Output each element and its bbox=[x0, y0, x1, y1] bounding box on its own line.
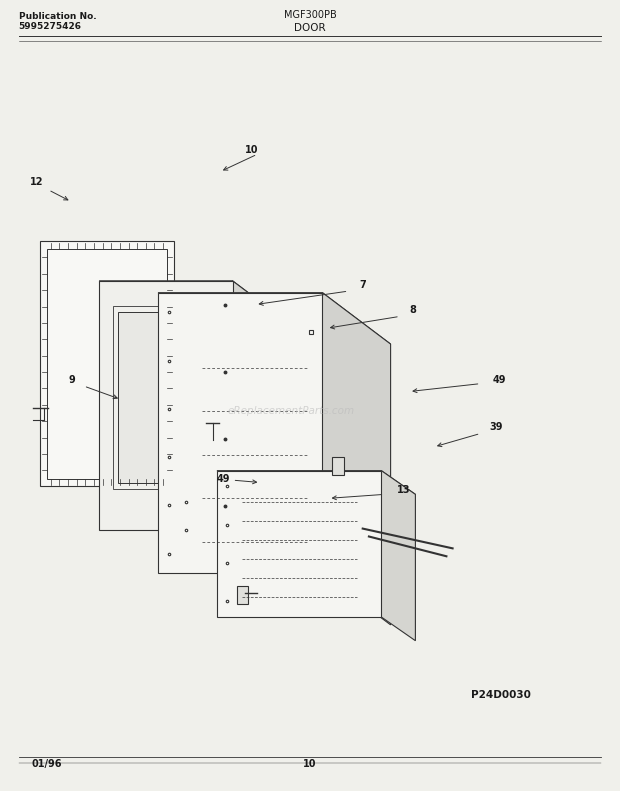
Text: 39: 39 bbox=[490, 422, 503, 432]
Text: 10: 10 bbox=[303, 759, 317, 770]
Text: DOOR: DOOR bbox=[294, 23, 326, 33]
Text: 5995275426: 5995275426 bbox=[19, 22, 82, 31]
Polygon shape bbox=[118, 312, 214, 483]
Polygon shape bbox=[99, 281, 301, 332]
Polygon shape bbox=[158, 293, 322, 573]
Polygon shape bbox=[217, 471, 415, 494]
Text: 8: 8 bbox=[409, 305, 416, 315]
Polygon shape bbox=[322, 293, 391, 625]
Polygon shape bbox=[99, 281, 232, 530]
Polygon shape bbox=[217, 471, 381, 617]
Text: P24D0030: P24D0030 bbox=[471, 690, 531, 700]
Text: 10: 10 bbox=[245, 146, 259, 155]
FancyBboxPatch shape bbox=[237, 586, 248, 604]
Text: 01/96: 01/96 bbox=[31, 759, 61, 770]
FancyBboxPatch shape bbox=[332, 457, 344, 475]
Text: Publication No.: Publication No. bbox=[19, 12, 96, 21]
Polygon shape bbox=[232, 281, 301, 581]
Text: 49: 49 bbox=[217, 474, 231, 483]
Text: 12: 12 bbox=[30, 177, 43, 187]
Polygon shape bbox=[158, 293, 391, 344]
Text: 7: 7 bbox=[360, 280, 366, 290]
Text: 13: 13 bbox=[397, 486, 410, 495]
Polygon shape bbox=[381, 471, 415, 641]
Text: 9: 9 bbox=[68, 375, 75, 384]
Text: 49: 49 bbox=[493, 375, 507, 384]
Polygon shape bbox=[40, 241, 174, 486]
Text: MGF300PB: MGF300PB bbox=[283, 10, 337, 21]
Text: eReplacementParts.com: eReplacementParts.com bbox=[228, 407, 355, 416]
